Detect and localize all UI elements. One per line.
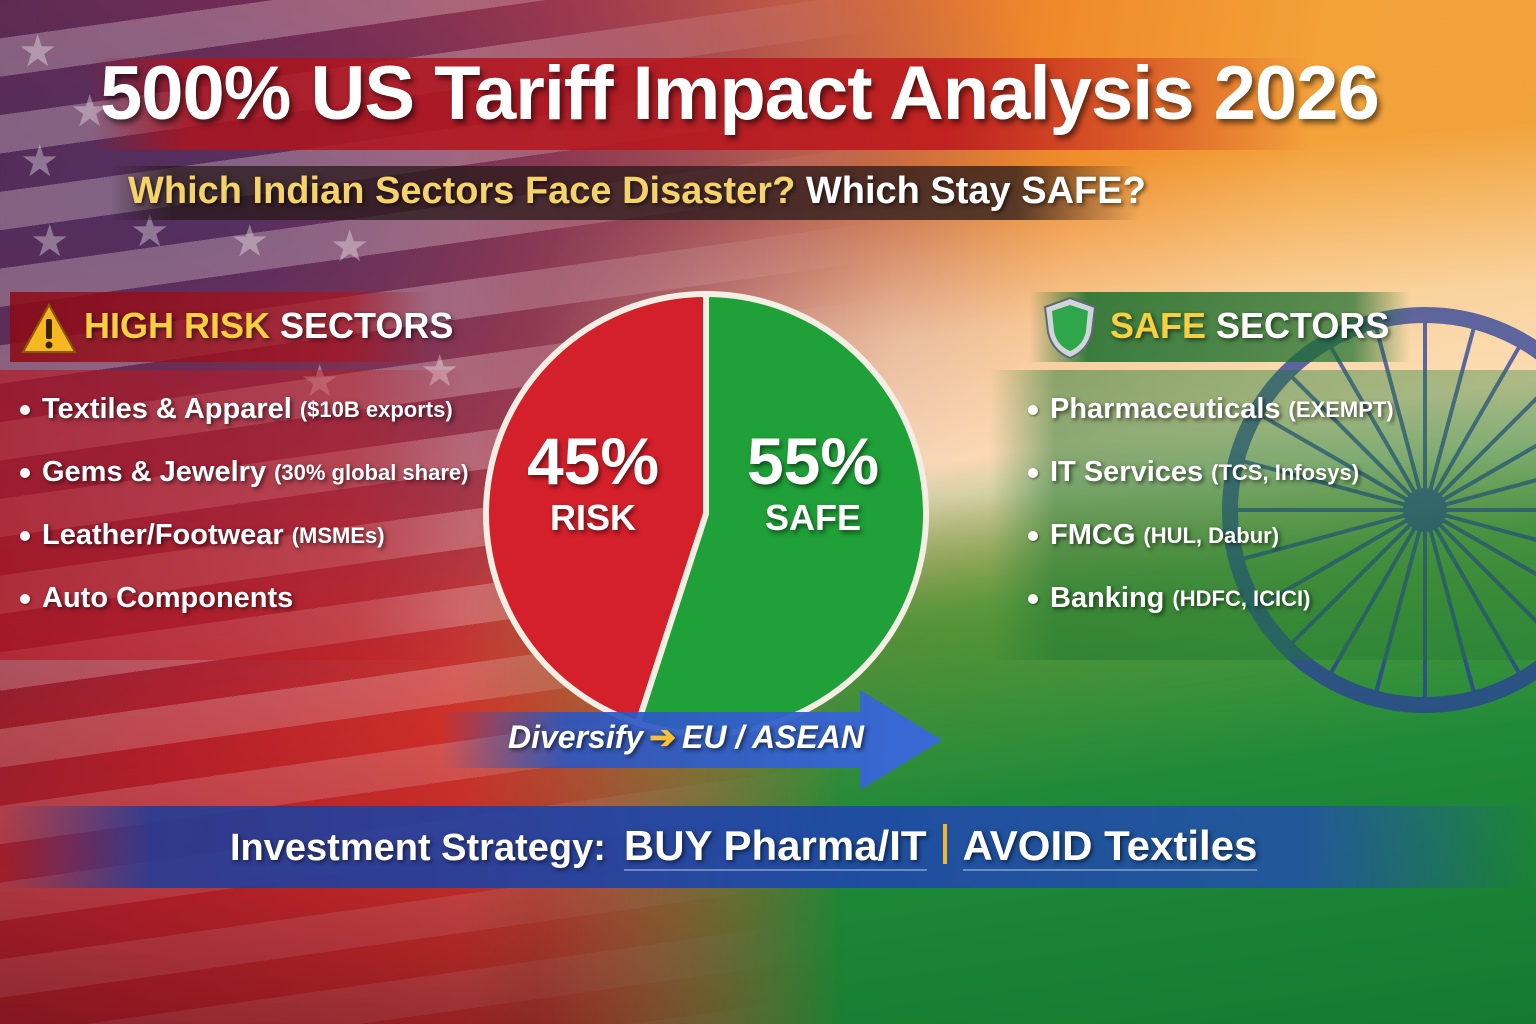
sector-name: Auto Components — [42, 582, 294, 614]
list-item: Banking (HDFC, ICICI) — [1028, 567, 1394, 630]
investment-strategy: Investment Strategy: BUY Pharma/IT AVOID T… — [230, 822, 1258, 871]
safe-slice-label: 55% SAFE — [738, 428, 888, 536]
bullet-icon — [1028, 593, 1038, 604]
list-item: Gems & Jewelry (30% global share) — [20, 441, 468, 504]
sector-name: Pharmaceuticals — [1050, 393, 1281, 425]
diversify-text: Diversify — [508, 719, 644, 755]
sector-note: (30% global share) — [274, 459, 469, 485]
safe-heading: SAFE SECTORS — [1110, 305, 1389, 347]
strategy-banner — [0, 806, 1536, 888]
high-risk-panel — [0, 370, 470, 660]
safe-panel — [990, 370, 1536, 660]
strategy-label: Investment Strategy: — [230, 827, 606, 869]
safe-percent: 55% — [746, 424, 880, 498]
flag-star-icon: ★ — [20, 136, 60, 187]
list-item: Pharmaceuticals (EXEMPT) — [1028, 378, 1394, 441]
shield-icon — [1043, 296, 1097, 360]
high-risk-heading-highlight: HIGH RISK — [84, 305, 271, 346]
sector-name: IT Services — [1050, 456, 1204, 488]
risk-safe-pie-chart — [483, 290, 929, 737]
sector-name: FMCG — [1050, 519, 1136, 551]
flag-star-icon: ★ — [330, 221, 370, 272]
sector-note: (MSMEs) — [291, 522, 385, 548]
sector-note: (TCS, Infosys) — [1211, 459, 1360, 485]
bullet-icon — [20, 530, 30, 541]
risk-label: RISK — [549, 497, 636, 538]
subtitle-question: Which Indian Sectors Face Disaster? — [128, 170, 796, 212]
high-risk-heading-banner — [10, 292, 430, 362]
subtitle-safe: Which Stay SAFE? — [805, 170, 1146, 212]
warning-triangle-icon — [21, 302, 77, 353]
strategy-avoid: AVOID Textiles — [962, 822, 1258, 871]
flag-star-icon: ★ — [30, 216, 70, 267]
diversify-label: Diversify ➔ EU / ASEAN — [508, 718, 864, 756]
subtitle: Which Indian Sectors Face Disaster? Whic… — [128, 170, 1146, 213]
flag-star-icon: ★ — [18, 26, 58, 77]
list-item: Leather/Footwear (MSMEs) — [20, 504, 468, 567]
risk-percent: 45% — [526, 424, 660, 498]
list-item: IT Services (TCS, Infosys) — [1028, 441, 1394, 504]
bullet-icon — [1028, 530, 1038, 541]
bullet-icon — [20, 467, 30, 478]
page-title: 500% US Tariff Impact Analysis 2026 — [100, 51, 1380, 136]
strategy-divider — [942, 824, 947, 864]
safe-heading-highlight: SAFE — [1110, 305, 1207, 346]
bullet-icon — [20, 593, 30, 604]
list-item: FMCG (HUL, Dabur) — [1028, 504, 1394, 567]
risk-slice-label: 45% RISK — [518, 428, 668, 536]
high-risk-heading-rest: SECTORS — [280, 305, 454, 346]
diversify-target: EU / ASEAN — [682, 719, 864, 755]
diversify-arrow-icon — [440, 690, 942, 790]
pie-slice-risk — [483, 290, 709, 728]
bullet-icon — [1028, 467, 1038, 478]
flag-star-icon: ★ — [230, 216, 270, 267]
sector-note: (HDFC, ICICI) — [1172, 585, 1311, 611]
sector-name: Gems & Jewelry — [42, 456, 267, 488]
list-item: Auto Components — [20, 567, 468, 630]
sector-note: ($10B exports) — [299, 396, 453, 422]
sector-note: (HUL, Dabur) — [1143, 522, 1280, 548]
subtitle-banner — [110, 166, 1140, 220]
arrow-right-icon: ➔ — [649, 719, 676, 755]
list-item: Textiles & Apparel ($10B exports) — [20, 378, 468, 441]
high-risk-list: Textiles & Apparel ($10B exports) Gems & … — [20, 378, 468, 630]
sector-name: Textiles & Apparel — [42, 393, 292, 425]
safe-list: Pharmaceuticals (EXEMPT) IT Services (TCS,… — [1028, 378, 1394, 630]
bullet-icon — [20, 404, 30, 415]
sector-name: Leather/Footwear — [42, 519, 284, 551]
high-risk-heading: HIGH RISK SECTORS — [84, 305, 453, 347]
sector-note: (EXEMPT) — [1288, 396, 1394, 422]
safe-label: SAFE — [764, 497, 861, 538]
bullet-icon — [1028, 404, 1038, 415]
title-banner — [90, 58, 1310, 150]
strategy-buy: BUY Pharma/IT — [623, 822, 927, 871]
sector-name: Banking — [1050, 582, 1165, 614]
safe-heading-rest: SECTORS — [1216, 305, 1390, 346]
